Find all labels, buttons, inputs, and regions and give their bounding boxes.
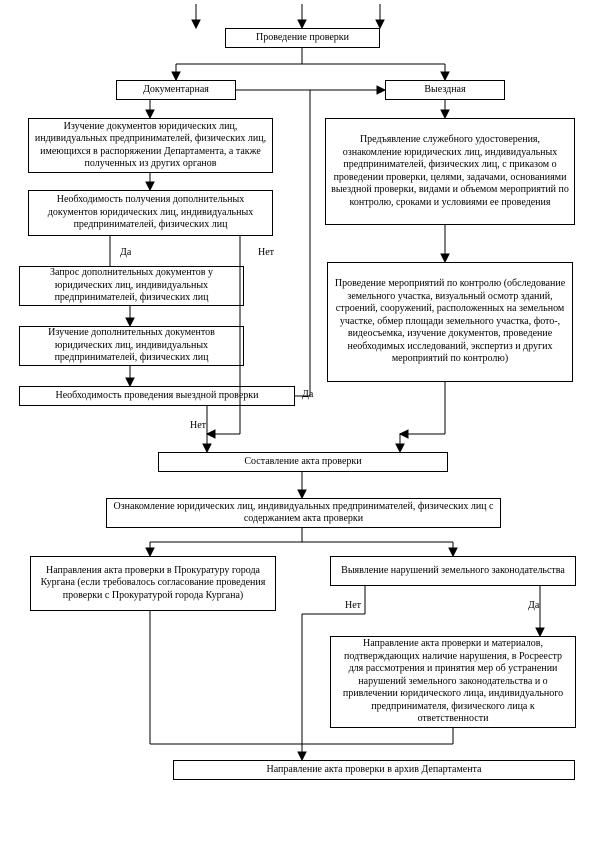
flowchart-node: Документарная xyxy=(116,80,236,100)
edge-label: Нет xyxy=(345,600,361,611)
flowchart-node: Направление акта проверки и материалов, … xyxy=(330,636,576,728)
flowchart-node: Выездная xyxy=(385,80,505,100)
flowchart-node: Направления акта проверки в Прокуратуру … xyxy=(30,556,276,611)
flowchart-node: Изучение дополнительных документов юриди… xyxy=(19,326,244,366)
edge-label: Да xyxy=(302,389,313,400)
flowchart-node: Необходимость получения дополнительных д… xyxy=(28,190,273,236)
flowchart-node: Необходимость проведения выездной провер… xyxy=(19,386,295,406)
edge-label: Да xyxy=(120,247,131,258)
edge-label: Нет xyxy=(190,420,206,431)
flowchart-node: Предъявление служебного удостоверения, о… xyxy=(325,118,575,225)
edge-label: Нет xyxy=(258,247,274,258)
flowchart-node: Ознакомление юридических лиц, индивидуал… xyxy=(106,498,501,528)
flowchart-node: Направление акта проверки в архив Департ… xyxy=(173,760,575,780)
flowchart-node: Запрос дополнительных документов у юриди… xyxy=(19,266,244,306)
flowchart-node: Проведение проверки xyxy=(225,28,380,48)
flowchart-node: Проведение мероприятий по контролю (обсл… xyxy=(327,262,573,382)
edge-label: Да xyxy=(528,600,539,611)
flowchart-node: Изучение документов юридических лиц, инд… xyxy=(28,118,273,173)
flowchart-node: Выявление нарушений земельного законодат… xyxy=(330,556,576,586)
flowchart-node: Составление акта проверки xyxy=(158,452,448,472)
